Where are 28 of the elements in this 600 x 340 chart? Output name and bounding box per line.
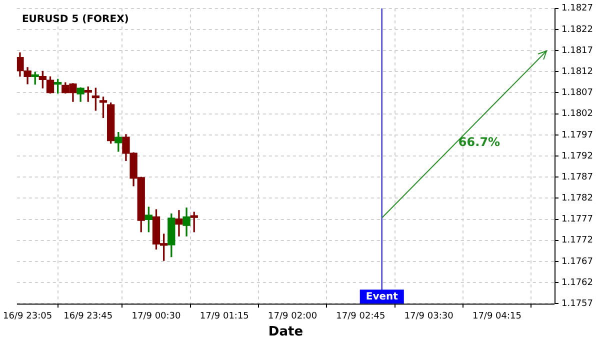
y-tick-label: 1.1827: [562, 4, 594, 14]
y-tick-label: 1.1802: [562, 109, 594, 120]
y-tick-label: 1.1757: [562, 298, 594, 309]
candlestick: [175, 210, 183, 236]
annotation: 66.7%: [458, 134, 500, 149]
x-tick-label: 16/9 23:45: [64, 311, 113, 322]
x-tick-label: 17/9 04:15: [472, 311, 522, 322]
y-tick-label: 1.1772: [562, 236, 594, 246]
y-tick-label: 1.1792: [562, 151, 594, 162]
x-tick-label: 17/9 02:00: [268, 311, 318, 322]
x-tick-label: 17/9 01:15: [200, 311, 249, 322]
ref-line-label: Event: [366, 292, 398, 303]
y-tick-label: 1.1782: [562, 194, 594, 204]
y-tick-label: 1.1822: [562, 24, 594, 35]
y-tick-label: 1.1807: [562, 88, 594, 98]
y-tick-label: 1.1787: [562, 172, 594, 182]
x-tick-label: 16/9 23:05: [3, 311, 52, 322]
text: EURUSD 5 (FOREX): [22, 14, 129, 25]
y-tick-label: 1.1817: [562, 46, 594, 56]
y-tick-label: 1.1777: [562, 214, 594, 225]
y-tick-label: 1.1767: [562, 256, 594, 267]
x-axis-title: Date: [268, 324, 304, 340]
y-tick-label: 1.1812: [562, 67, 594, 77]
x-tick-label: 17/9 03:30: [404, 311, 454, 322]
x-tick-label: 17/9 02:45: [336, 311, 386, 322]
x-tick-label: 17/9 00:30: [132, 311, 182, 322]
y-tick-label: 1.1762: [562, 278, 594, 288]
y-tick-label: 1.1797: [562, 130, 594, 140]
